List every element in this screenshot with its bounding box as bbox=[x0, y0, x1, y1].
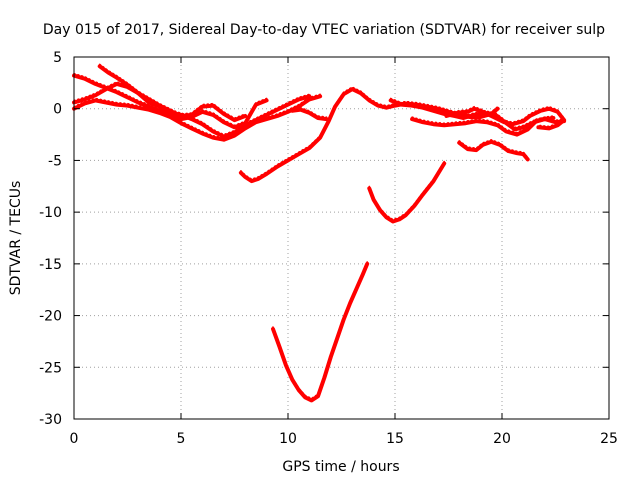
y-tick-label: 5 bbox=[53, 50, 62, 66]
y-tick-label: -15 bbox=[39, 257, 62, 273]
x-tick-label: 10 bbox=[279, 431, 297, 447]
series-arc-3-texture bbox=[73, 93, 321, 139]
y-axis-label: SDTVAR / TECUs bbox=[8, 181, 24, 296]
series-arc-12 bbox=[457, 139, 530, 162]
series-arc-8 bbox=[367, 161, 447, 224]
series-arc-11 bbox=[444, 106, 567, 131]
series-arc-1 bbox=[72, 73, 312, 139]
series-arc-11-texture bbox=[445, 105, 565, 128]
series-arc-10 bbox=[410, 116, 556, 137]
series-arc-12-texture bbox=[458, 139, 529, 159]
series-arc-7 bbox=[271, 261, 370, 403]
series-arc-4-texture bbox=[98, 63, 268, 127]
chart-title: Day 015 of 2017, Sidereal Day-to-day VTE… bbox=[43, 22, 605, 38]
x-tick-label: 15 bbox=[386, 431, 404, 447]
series-arc-5-texture bbox=[291, 106, 328, 118]
plot-frame bbox=[73, 56, 610, 420]
y-tick-label: -25 bbox=[39, 360, 62, 376]
series-arc-3 bbox=[72, 94, 323, 142]
series-arc-7-texture bbox=[272, 261, 368, 400]
y-tick-label: -30 bbox=[39, 412, 62, 428]
x-tick-label: 0 bbox=[70, 431, 79, 447]
x-tick-label: 5 bbox=[177, 431, 186, 447]
series-arc-4 bbox=[97, 64, 269, 130]
series-arc-8-texture bbox=[368, 160, 445, 221]
series-arc-6-texture bbox=[240, 86, 499, 180]
x-tick-label: 25 bbox=[600, 431, 618, 447]
y-tick-label: 0 bbox=[53, 102, 62, 118]
axis-ticks: 0 5 10 15 20 25 5 0 -5 -10 -15 -20 -25 -30 bbox=[39, 50, 618, 447]
series-arc-5 bbox=[290, 107, 329, 122]
x-axis-label: GPS time / hours bbox=[282, 459, 399, 475]
y-tick-label: -20 bbox=[39, 309, 62, 325]
series-group bbox=[72, 63, 567, 403]
y-tick-label: -10 bbox=[39, 205, 62, 221]
series-arc-10-texture bbox=[411, 115, 555, 134]
y-tick-label: -5 bbox=[48, 153, 62, 169]
x-tick-label: 20 bbox=[493, 431, 511, 447]
